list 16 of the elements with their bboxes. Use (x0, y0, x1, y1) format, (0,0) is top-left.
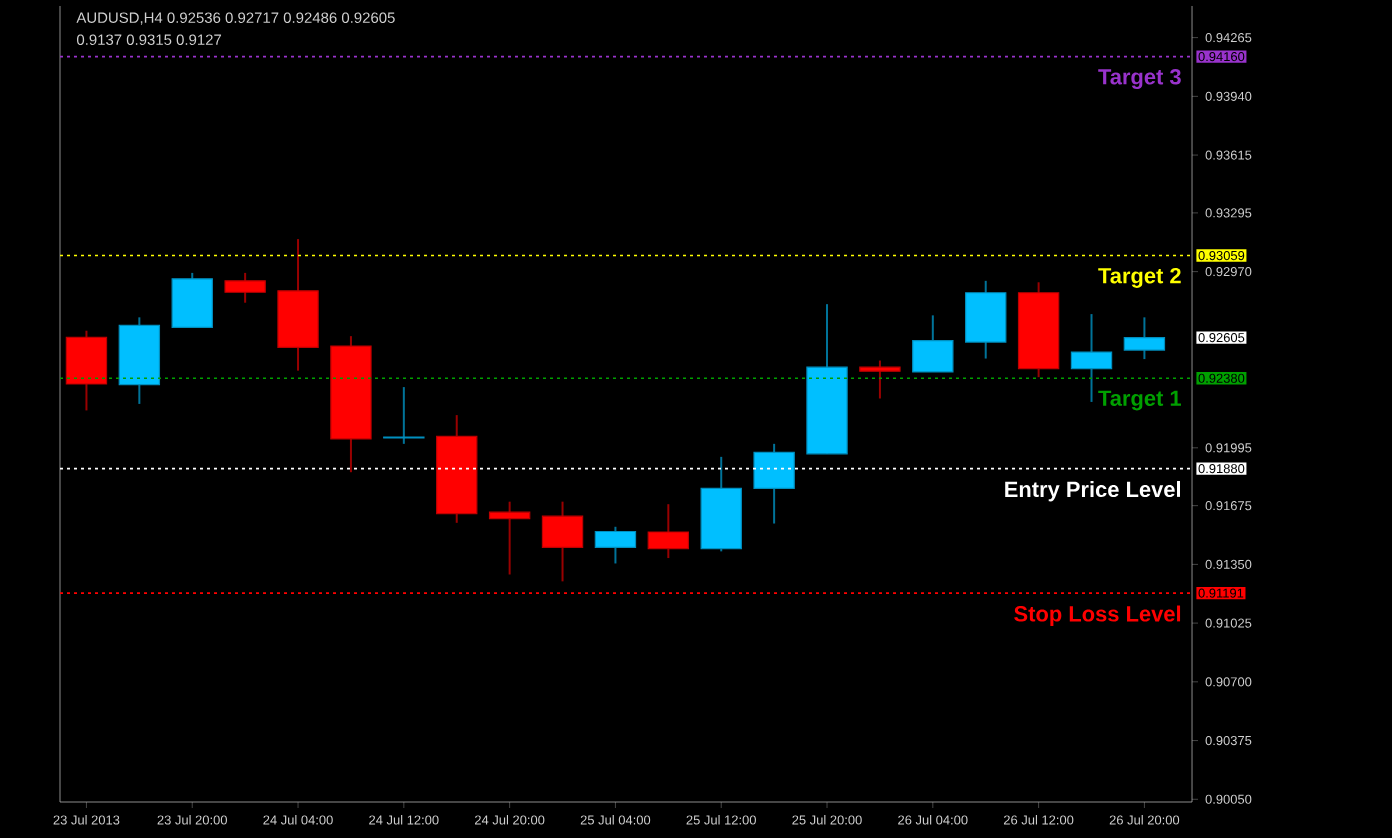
candlestick (912, 314, 954, 373)
candlestick (753, 442, 795, 525)
candlestick (594, 525, 637, 565)
ref-line-label: Target 2 (1098, 267, 1181, 288)
ref-line-label: Stop Loss Level (1014, 605, 1181, 626)
ref-line-label: Target 3 (1098, 69, 1181, 89)
candlestick (1123, 316, 1166, 361)
candlestick (383, 386, 425, 445)
ref-line-label: Entry Price Level (1005, 481, 1181, 502)
ref-line-label: Target 1 (1098, 390, 1181, 411)
candlestick (647, 503, 690, 560)
candlestick (859, 359, 901, 400)
candlestick (488, 500, 531, 576)
candlestick (541, 500, 584, 583)
candlestick (65, 329, 108, 412)
candlestick (224, 271, 266, 304)
